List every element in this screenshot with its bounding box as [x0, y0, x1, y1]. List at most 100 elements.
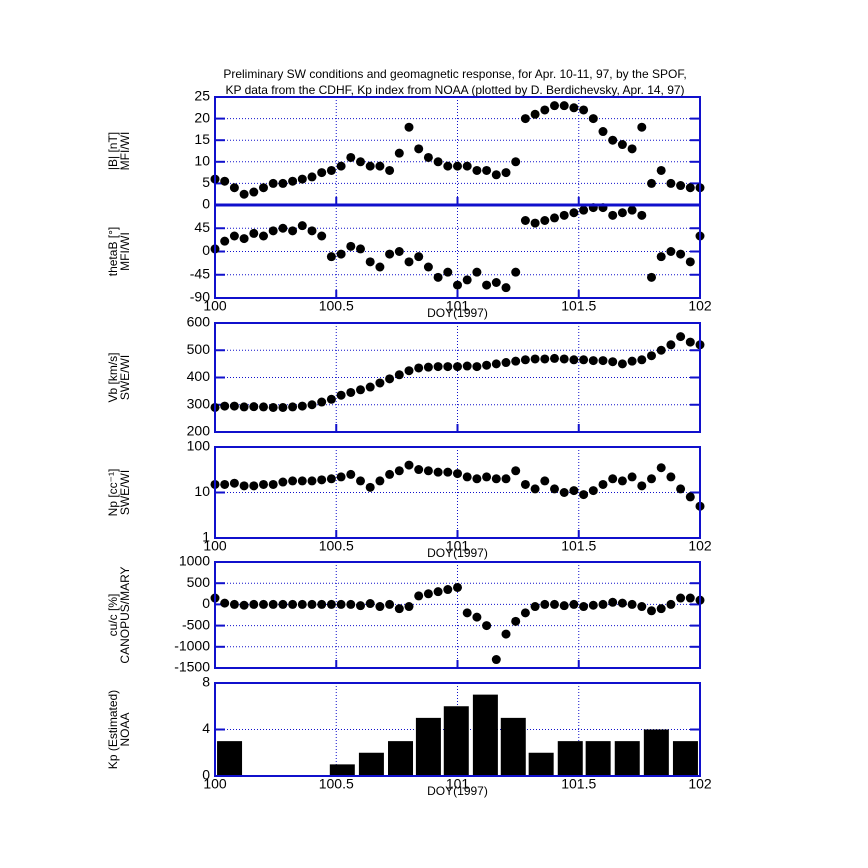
- x-axis-label: DOY(1997): [427, 784, 488, 798]
- data-point: [482, 621, 492, 631]
- data-point: [385, 249, 395, 259]
- chart-title: Preliminary SW conditions and geomagneti…: [223, 67, 686, 81]
- data-point: [472, 267, 482, 277]
- data-point: [326, 599, 336, 609]
- data-point: [297, 221, 307, 231]
- data-point: [501, 474, 511, 484]
- data-point: [229, 401, 239, 411]
- data-point: [637, 602, 647, 612]
- data-point: [608, 135, 618, 145]
- data-point: [307, 400, 317, 410]
- data-point: [268, 402, 278, 412]
- data-point: [307, 172, 317, 182]
- data-point: [317, 168, 327, 178]
- x-tick-label: 102: [688, 538, 712, 554]
- data-point: [433, 272, 443, 282]
- data-point: [394, 604, 404, 614]
- data-point: [588, 356, 598, 366]
- data-point: [336, 599, 346, 609]
- data-point: [356, 476, 365, 486]
- data-point: [356, 385, 365, 395]
- data-point: [317, 231, 327, 241]
- data-point: [579, 355, 589, 365]
- data-point: [569, 486, 579, 496]
- data-point: [685, 337, 695, 347]
- data-point: [656, 252, 666, 262]
- data-point: [491, 278, 501, 287]
- y-tick-label: 0: [202, 767, 210, 783]
- data-point: [259, 479, 268, 489]
- data-point: [297, 401, 307, 411]
- data-point: [346, 241, 356, 251]
- y-tick-label: 45: [194, 219, 210, 235]
- y-axis-label: |B| [nT]: [106, 132, 120, 170]
- data-point: [317, 599, 327, 609]
- data-point: [229, 478, 239, 488]
- x-tick-label: 100.5: [319, 776, 354, 792]
- data-point: [501, 283, 511, 293]
- data-point: [462, 161, 472, 171]
- y-axis-label: Kp (Estimated): [106, 690, 120, 769]
- bar: [358, 752, 384, 776]
- data-point: [433, 157, 443, 167]
- data-point: [336, 390, 346, 400]
- data-point: [666, 247, 676, 256]
- data-point: [656, 165, 666, 175]
- bar: [500, 717, 526, 776]
- data-point: [259, 231, 268, 241]
- data-point: [268, 178, 278, 188]
- data-point: [336, 249, 346, 259]
- bar: [557, 741, 583, 776]
- data-point: [617, 476, 627, 486]
- data-point: [220, 479, 230, 489]
- data-point: [317, 397, 327, 407]
- data-point: [414, 591, 424, 601]
- data-point: [647, 474, 656, 484]
- data-point: [598, 599, 608, 609]
- data-point: [579, 490, 589, 500]
- x-tick-label: 101: [446, 298, 470, 314]
- data-point: [375, 602, 385, 612]
- data-point: [676, 181, 686, 191]
- data-point: [520, 355, 530, 365]
- data-point: [375, 262, 385, 272]
- plot-frame: [214, 446, 701, 539]
- y-tick-label: 600: [187, 314, 211, 330]
- data-point: [685, 492, 695, 502]
- data-point: [385, 374, 395, 384]
- data-point: [472, 474, 482, 484]
- data-point: [288, 402, 298, 412]
- plot-frame: [214, 561, 701, 669]
- data-point: [627, 205, 637, 215]
- data-point: [647, 606, 656, 616]
- data-point: [375, 378, 385, 388]
- y-axis-label: MFI/WI: [118, 232, 132, 271]
- data-point: [656, 463, 666, 473]
- data-point: [288, 226, 298, 236]
- x-tick-label: 101: [446, 776, 470, 792]
- data-point: [385, 599, 395, 609]
- data-point: [540, 476, 550, 486]
- data-point: [220, 598, 230, 608]
- data-point: [365, 382, 375, 392]
- data-point: [356, 157, 365, 167]
- bar: [472, 694, 498, 776]
- data-point: [472, 165, 482, 175]
- data-point: [462, 361, 472, 371]
- data-point: [617, 598, 627, 608]
- data-point: [356, 601, 365, 611]
- data-point: [550, 599, 559, 609]
- data-point: [598, 127, 608, 137]
- x-tick-label: 101.5: [561, 776, 596, 792]
- data-point: [540, 354, 550, 364]
- plot-frame: [214, 322, 701, 433]
- bar: [643, 729, 669, 776]
- data-point: [423, 262, 433, 272]
- data-point: [326, 474, 336, 484]
- y-tick-label: 500: [187, 341, 211, 357]
- data-point: [559, 210, 569, 220]
- data-point: [443, 467, 453, 477]
- data-point: [268, 226, 278, 236]
- data-point: [569, 208, 579, 218]
- data-point: [365, 599, 375, 609]
